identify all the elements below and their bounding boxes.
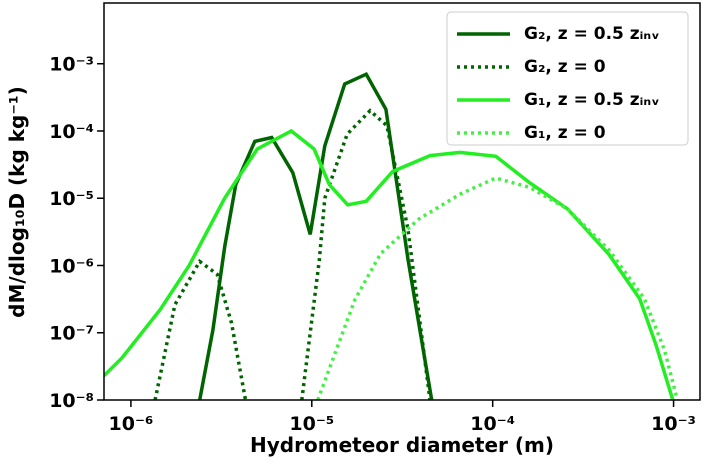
series-line [197,71,434,400]
series-line [316,176,680,400]
legend-label: G₂, z = 0 [524,57,606,77]
legend-label: G₁, z = 0 [524,123,606,143]
x-tick-label: 10⁻⁶ [109,413,154,435]
series-line [153,108,432,400]
plot-lines [104,71,680,400]
y-axis-label: dM/dlog₁₀D (kg kg⁻¹) [5,86,29,318]
y-tick-label: 10⁻⁴ [49,121,94,143]
legend: G₂, z = 0.5 zᵢₙᵥ G₂, z = 0 G₁, z = 0.5 zᵢₙ… [446,11,689,146]
x-tick-label: 10⁻³ [651,413,696,435]
y-tick-label: 10⁻⁶ [49,255,94,277]
series-line [104,128,675,400]
x-tick-label: 10⁻⁵ [289,413,334,435]
legend-label: G₂, z = 0.5 zᵢₙᵥ [524,24,660,44]
legend-box [446,11,689,146]
x-axis-label: Hydrometeor diameter (m) [250,433,554,457]
plot-frame [103,2,701,401]
y-tick-label: 10⁻⁵ [49,188,94,210]
y-tick-label: 10⁻⁷ [49,323,94,345]
y-tick-label: 10⁻⁸ [49,390,94,412]
y-tick-label: 10⁻³ [49,54,94,76]
x-tick-label: 10⁻⁴ [470,413,515,435]
legend-label: G₁, z = 0.5 zᵢₙᵥ [524,90,660,110]
